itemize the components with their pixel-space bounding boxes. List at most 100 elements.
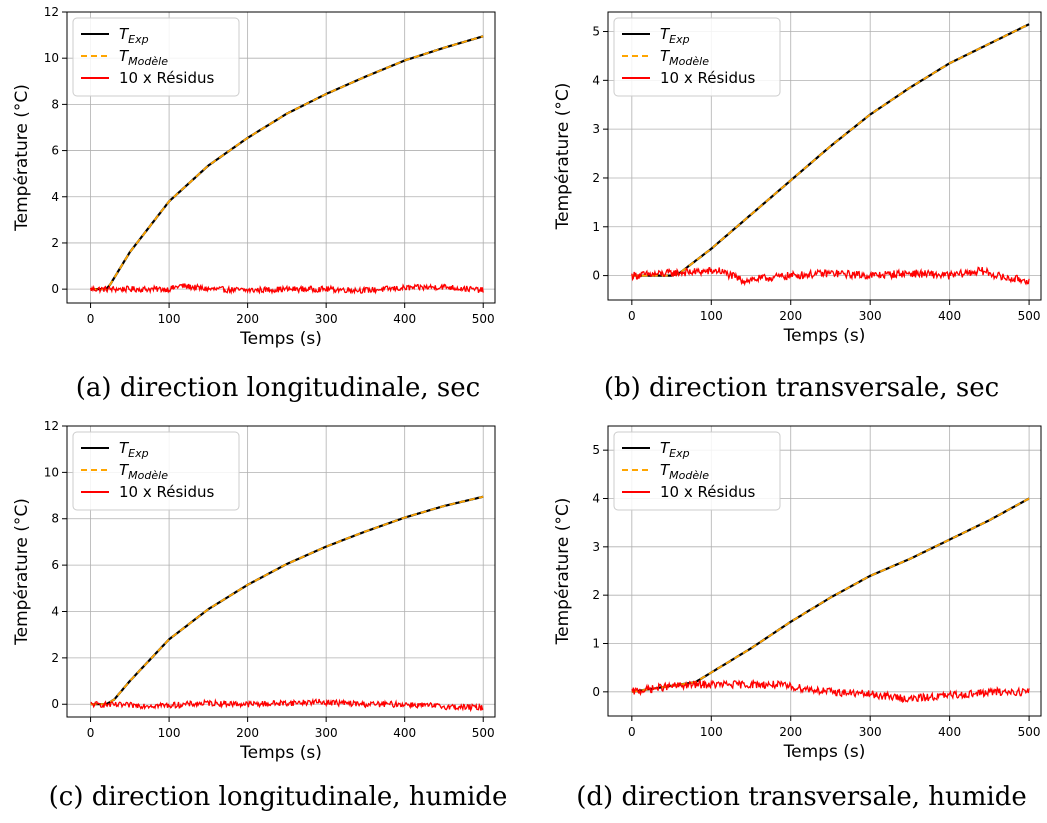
series-t-modele-line: [631, 23, 1030, 277]
x-tick-label: 400: [393, 312, 416, 326]
y-axis-label: Température (°C): [553, 83, 573, 231]
x-axis-label: Temps (s): [239, 743, 322, 763]
y-tick-label: 4: [51, 190, 59, 204]
x-tick-label: 100: [700, 725, 723, 739]
x-tick-label: 300: [859, 309, 882, 323]
y-tick-label: 6: [51, 144, 59, 158]
chart-a: 0 100 200 300 400 500 0 2 4 6 8 10 12 Temps (s) Tempér…: [12, 5, 496, 349]
y-tick-label: 2: [51, 236, 59, 250]
x-tick-label: 0: [87, 312, 95, 326]
x-tick-label: 200: [236, 726, 259, 740]
y-tick-label: 8: [51, 512, 59, 526]
y-tick-label: 6: [51, 558, 59, 572]
series-residus-line: [631, 266, 1030, 287]
y-tick-label: 2: [51, 651, 59, 665]
y-tick-label: 5: [592, 25, 600, 39]
x-tick-label: 500: [1018, 725, 1041, 739]
x-tick-label: 0: [628, 309, 636, 323]
legend-label-residus: 10 x Résidus: [119, 483, 214, 501]
legend-box: [613, 17, 781, 97]
y-tick-label: 3: [592, 122, 600, 136]
chart-c: 0 100 200 300 400 500 0 2 4 6 8 10 12 Temps (s) Tempér…: [12, 419, 496, 763]
caption-b: (b) direction transversale, sec: [603, 373, 1000, 403]
chart-d: 0 100 200 300 400 500 0 1 2 3 4 5 Temps (s) Températu…: [553, 425, 1042, 762]
y-axis-label: Température (°C): [12, 498, 32, 646]
x-axis-label: Temps (s): [783, 742, 866, 762]
y-axis-label: Température (°C): [12, 84, 32, 232]
y-tick-label: 10: [44, 51, 59, 65]
legend-box: [613, 431, 781, 511]
x-tick-label: 100: [700, 309, 723, 323]
y-tick-label: 8: [51, 97, 59, 111]
caption-a: (a) direction longitudinale, sec: [75, 373, 481, 403]
x-tick-label: 100: [158, 312, 181, 326]
caption-d: (d) direction transversale, humide: [576, 782, 1027, 812]
y-tick-label: 3: [592, 540, 600, 554]
x-tick-label: 200: [779, 725, 802, 739]
x-tick-label: 200: [779, 309, 802, 323]
axes-frame: [607, 11, 1042, 301]
y-tick-label: 0: [592, 685, 600, 699]
y-tick-label: 2: [592, 171, 600, 185]
y-tick-label: 1: [592, 220, 600, 234]
x-tick-label: 300: [859, 725, 882, 739]
series-t-modele-line: [631, 497, 1030, 693]
legend-label-t-exp: TExp: [119, 439, 149, 460]
legend-box: [72, 17, 240, 97]
chart-b: 0 100 200 300 400 500 0 1 2 3 4 5 Temps (s) Températu…: [553, 11, 1042, 346]
y-tick-label: 10: [44, 465, 59, 479]
y-tick-label: 12: [44, 5, 59, 19]
y-tick-label: 0: [592, 269, 600, 283]
x-tick-label: 400: [938, 309, 961, 323]
legend-label-t-exp: TExp: [119, 25, 149, 46]
legend-label-t-modele: TModèle: [660, 461, 709, 482]
axes-frame: [66, 11, 496, 304]
x-axis-label: Temps (s): [783, 326, 866, 346]
y-tick-label: 5: [592, 443, 600, 457]
y-tick-label: 0: [51, 697, 59, 711]
y-tick-label: 0: [51, 282, 59, 296]
series-residus-line: [631, 678, 1030, 704]
series-residus-line: [90, 697, 484, 713]
y-tick-label: 4: [592, 492, 600, 506]
series-t-modele-line: [90, 495, 484, 706]
x-tick-label: 500: [472, 726, 495, 740]
x-tick-label: 0: [628, 725, 636, 739]
x-tick-label: 300: [315, 726, 338, 740]
y-tick-label: 2: [592, 588, 600, 602]
axes-frame: [66, 425, 496, 718]
legend-label-t-modele: TModèle: [119, 461, 168, 482]
series-t-modele-line: [90, 35, 484, 290]
legend-box: [72, 431, 240, 511]
x-tick-label: 200: [236, 312, 259, 326]
x-axis-label: Temps (s): [239, 329, 322, 349]
y-tick-label: 4: [592, 73, 600, 87]
x-tick-label: 500: [1018, 309, 1041, 323]
x-tick-label: 500: [472, 312, 495, 326]
x-tick-label: 100: [158, 726, 181, 740]
axes-frame: [607, 425, 1042, 717]
x-tick-label: 300: [315, 312, 338, 326]
legend-label-t-exp: TExp: [660, 25, 690, 46]
series-t-exp-line: [90, 495, 484, 706]
legend-label-t-exp: TExp: [660, 439, 690, 460]
legend-label-residus: 10 x Résidus: [660, 483, 755, 501]
series-residus-line: [89, 283, 484, 295]
caption-c: (c) direction longitudinale, humide: [48, 782, 508, 812]
y-tick-label: 12: [44, 419, 59, 433]
x-tick-label: 0: [87, 726, 95, 740]
y-tick-label: 4: [51, 604, 59, 618]
y-axis-label: Température (°C): [553, 498, 573, 646]
y-tick-label: 1: [592, 637, 600, 651]
legend-label-residus: 10 x Résidus: [119, 69, 214, 87]
legend-label-t-modele: TModèle: [660, 47, 709, 68]
x-tick-label: 400: [393, 726, 416, 740]
legend-label-t-modele: TModèle: [119, 47, 168, 68]
x-tick-label: 400: [938, 725, 961, 739]
legend-label-residus: 10 x Résidus: [660, 69, 755, 87]
